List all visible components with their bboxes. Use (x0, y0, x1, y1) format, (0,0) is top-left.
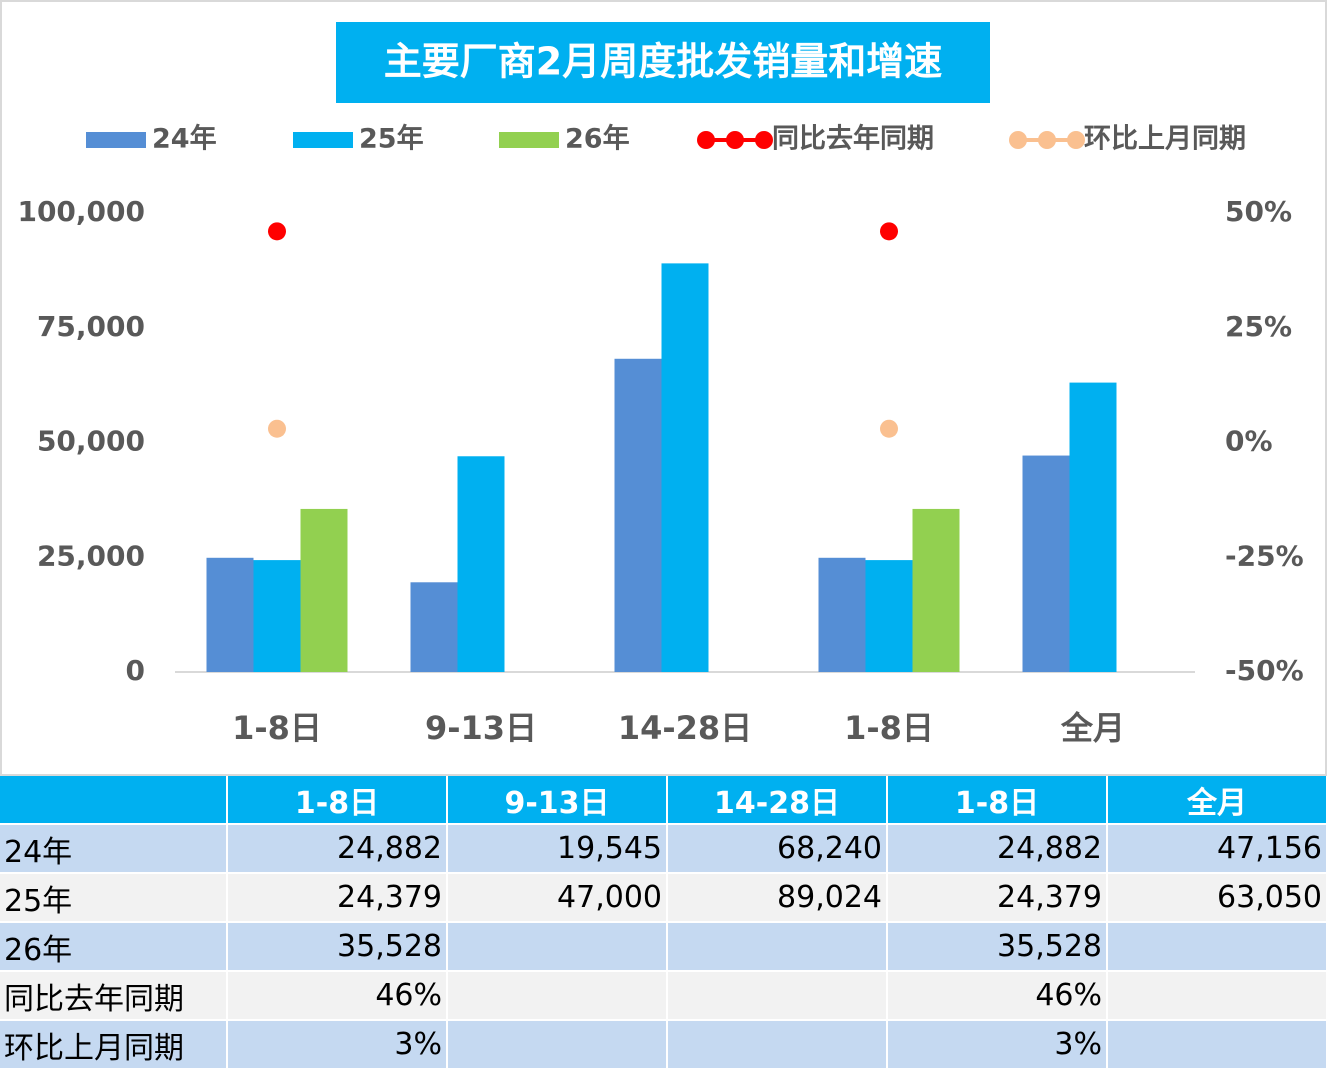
table-cell (448, 1021, 666, 1070)
table-cell: 47,156 (1108, 825, 1326, 874)
chart-title: 主要厂商2月周度批发销量和增速 (384, 40, 942, 84)
bar (818, 557, 866, 672)
table-cell: 19,545 (448, 825, 666, 874)
table-cell (668, 1021, 886, 1070)
y-tick-label: 25,000 (37, 539, 145, 572)
point (268, 419, 286, 438)
table-cell (1108, 972, 1326, 1021)
legend-marker (1067, 131, 1085, 149)
data-table: 1-8日 9-13日 14-28日 1-8日 全月 24年 24,882 19,545 68,2… (0, 776, 1328, 1070)
table-row: 24年 24,882 19,545 68,240 24,882 47,156 (0, 825, 1326, 874)
table-cell (668, 923, 886, 972)
bar (865, 560, 913, 672)
bar (253, 560, 301, 672)
legend-swatch (293, 132, 353, 148)
x-tick-label: 全月 (1060, 709, 1125, 747)
bar (457, 456, 505, 672)
table-row-label: 26年 (0, 923, 226, 972)
table-cell: 24,379 (888, 874, 1106, 923)
table-cell: 89,024 (668, 874, 886, 923)
table-row-label: 同比去年同期 (0, 972, 226, 1021)
legend-label: 25年 (359, 123, 424, 155)
x-tick-label: 1-8日 (232, 709, 322, 747)
table-row-label: 环比上月同期 (0, 1021, 226, 1070)
point (880, 222, 898, 241)
bar (1022, 455, 1070, 672)
table-cell: 63,050 (1108, 874, 1326, 923)
table-cell (448, 923, 666, 972)
table-header-cell: 1-8日 (228, 776, 446, 825)
bar (300, 508, 348, 672)
x-tick-label: 1-8日 (844, 709, 934, 747)
table-cell: 35,528 (888, 923, 1106, 972)
table-cell (668, 972, 886, 1021)
legend-marker (755, 131, 773, 149)
legend-label: 26年 (565, 123, 630, 155)
y-tick-label: 50,000 (37, 425, 145, 458)
bar (206, 557, 254, 672)
table-cell: 46% (888, 972, 1106, 1021)
table-header-row: 1-8日 9-13日 14-28日 1-8日 全月 (0, 776, 1326, 825)
y2-tick-label: 50% (1225, 195, 1292, 228)
table-row: 26年 35,528 35,528 (0, 923, 1326, 972)
table-cell (1108, 1021, 1326, 1070)
legend-label: 24年 (152, 123, 217, 155)
table-header-cell: 9-13日 (448, 776, 666, 825)
table-header-cell: 14-28日 (668, 776, 886, 825)
y2-tick-label: 25% (1225, 310, 1292, 343)
y-tick-label: 100,000 (17, 195, 145, 228)
x-tick-label: 9-13日 (425, 709, 537, 747)
table-cell: 47,000 (448, 874, 666, 923)
y-tick-label: 0 (126, 654, 145, 687)
table-row-label: 25年 (0, 874, 226, 923)
bar (614, 358, 662, 672)
table-cell (448, 972, 666, 1021)
bar (410, 582, 458, 672)
legend-marker (1038, 131, 1056, 149)
table-row: 25年 24,379 47,000 89,024 24,379 63,050 (0, 874, 1326, 923)
x-tick-label: 14-28日 (618, 709, 752, 747)
table-row-label: 24年 (0, 825, 226, 874)
legend-label: 同比去年同期 (772, 123, 934, 155)
chart: 主要厂商2月周度批发销量和增速 100,000 75,000 50,000 25,00… (0, 0, 1327, 776)
legend-label: 环比上月同期 (1084, 124, 1246, 155)
table-cell: 46% (228, 972, 446, 1021)
y2-tick-label: 0% (1225, 425, 1273, 458)
point (880, 419, 898, 438)
legend-marker (1009, 131, 1027, 149)
table-header-cell: 1-8日 (888, 776, 1106, 825)
legend-swatch (86, 132, 146, 148)
y-tick-label: 75,000 (37, 310, 145, 343)
table-cell: 3% (888, 1021, 1106, 1070)
bar (912, 508, 960, 672)
table-cell: 24,379 (228, 874, 446, 923)
legend-marker (697, 131, 715, 149)
y2-tick-label: -50% (1225, 654, 1304, 687)
table-header-cell: 全月 (1108, 776, 1326, 825)
table-row: 同比去年同期 46% 46% (0, 972, 1326, 1021)
table-cell: 68,240 (668, 825, 886, 874)
table-cell: 3% (228, 1021, 446, 1070)
table-cell: 24,882 (228, 825, 446, 874)
legend-marker (726, 131, 744, 149)
title-box (336, 22, 990, 103)
table-cell (1108, 923, 1326, 972)
table-cell: 24,882 (888, 825, 1106, 874)
table-row: 环比上月同期 3% 3% (0, 1021, 1326, 1070)
y2-tick-label: -25% (1225, 539, 1304, 572)
table-cell: 35,528 (228, 923, 446, 972)
legend-swatch (499, 132, 559, 148)
point (268, 222, 286, 241)
bar (661, 263, 709, 672)
table-corner-cell (0, 776, 226, 825)
bar (1069, 382, 1117, 672)
